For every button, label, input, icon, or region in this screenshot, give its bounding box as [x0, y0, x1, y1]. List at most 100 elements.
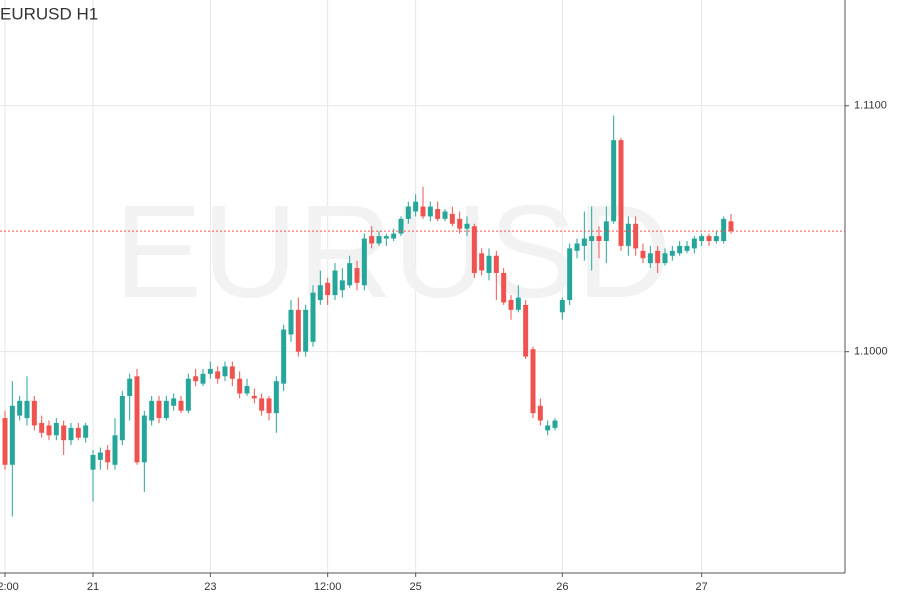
- x-tick-label: 23: [204, 581, 216, 593]
- x-tick-label: 12:00: [314, 581, 342, 593]
- axes: 1.1000 1.1100 12:00 21 23 12:00 25 26 27: [0, 0, 888, 593]
- candle-body: [391, 233, 397, 239]
- candle-body: [706, 236, 712, 242]
- candle-body: [420, 206, 426, 217]
- candle-body: [464, 223, 470, 229]
- candle-body: [39, 422, 45, 433]
- x-tick-label: 26: [556, 581, 568, 593]
- candle-body: [2, 418, 8, 465]
- candle-body: [53, 422, 59, 436]
- candle-body: [545, 425, 551, 431]
- candle-body: [515, 297, 521, 310]
- candle-body: [17, 400, 23, 416]
- candle-body: [699, 236, 705, 242]
- candle-body: [449, 213, 455, 224]
- candle-body: [398, 218, 404, 234]
- candle-body: [603, 221, 609, 242]
- candle-body: [149, 400, 155, 421]
- candle-body: [127, 378, 133, 396]
- candle-body: [156, 400, 162, 419]
- candle-body: [193, 376, 199, 382]
- candle-body: [677, 245, 683, 254]
- candle-body: [178, 400, 184, 411]
- y-tick-label: 1.1100: [854, 100, 887, 112]
- candle-body: [163, 400, 169, 419]
- candle-body: [317, 285, 323, 301]
- x-tick-label: 21: [87, 581, 99, 593]
- candle-body: [119, 395, 125, 441]
- candles: [0, 115, 845, 517]
- candle-body: [332, 270, 338, 296]
- candle-body: [237, 378, 243, 394]
- candle-body: [61, 425, 67, 441]
- candle-body: [361, 238, 367, 286]
- candle-body: [303, 309, 309, 352]
- candle-body: [471, 226, 477, 273]
- candle-body: [486, 255, 492, 273]
- candle-body: [662, 253, 668, 264]
- candle-body: [376, 236, 382, 244]
- candle-body: [215, 371, 221, 379]
- candle-body: [134, 376, 140, 463]
- candle-body: [251, 395, 257, 399]
- x-tick-label: 25: [410, 581, 422, 593]
- candle-body: [728, 221, 734, 232]
- candle-body: [31, 400, 37, 426]
- candle-body: [222, 366, 228, 377]
- candle-body: [171, 398, 177, 406]
- candle-body: [655, 250, 661, 264]
- candle-body: [625, 223, 631, 246]
- chart-title: EURUSD H1: [0, 4, 98, 23]
- candle-body: [46, 425, 52, 436]
- x-tick-label: 12:00: [0, 581, 19, 593]
- candle-body: [413, 201, 419, 212]
- candle-body: [229, 366, 235, 379]
- candle-body: [405, 206, 411, 219]
- candle-body: [493, 255, 499, 273]
- candle-body: [339, 280, 345, 291]
- candle-body: [442, 211, 448, 219]
- candle-body: [83, 425, 89, 438]
- candle-body: [90, 454, 96, 470]
- candle-body: [537, 405, 543, 421]
- candle-body: [633, 223, 639, 249]
- candle-body: [207, 368, 213, 374]
- candle-body: [713, 236, 719, 242]
- candle-body: [354, 268, 360, 283]
- candle-body: [75, 427, 81, 438]
- candle-body: [640, 250, 646, 259]
- candle-body: [9, 405, 15, 465]
- candle-body: [281, 329, 287, 384]
- candle-body: [244, 386, 250, 394]
- x-tick-label: 27: [696, 581, 708, 593]
- candle-body: [24, 400, 30, 419]
- candle-body: [435, 209, 441, 219]
- candle-body: [457, 218, 463, 229]
- candle-body: [185, 378, 191, 411]
- candle-body: [574, 243, 580, 251]
- candle-body: [266, 398, 272, 414]
- candle-body: [581, 238, 587, 246]
- candle-body: [97, 452, 103, 460]
- candle-body: [618, 140, 624, 246]
- candle-body: [105, 450, 111, 463]
- candle-body: [596, 236, 602, 242]
- candle-body: [611, 140, 617, 222]
- candle-body: [347, 263, 353, 286]
- candle-body: [501, 272, 507, 303]
- candle-body: [567, 248, 573, 301]
- candle-body: [427, 206, 433, 217]
- candle-body: [559, 300, 565, 313]
- candle-body: [589, 236, 595, 242]
- candle-body: [721, 218, 727, 242]
- candle-body: [508, 300, 514, 310]
- candle-body: [691, 238, 697, 249]
- candle-body: [68, 427, 74, 441]
- candle-body: [523, 304, 529, 357]
- candle-body: [669, 250, 675, 256]
- y-tick-label: 1.1000: [854, 346, 888, 358]
- candle-body: [552, 420, 558, 428]
